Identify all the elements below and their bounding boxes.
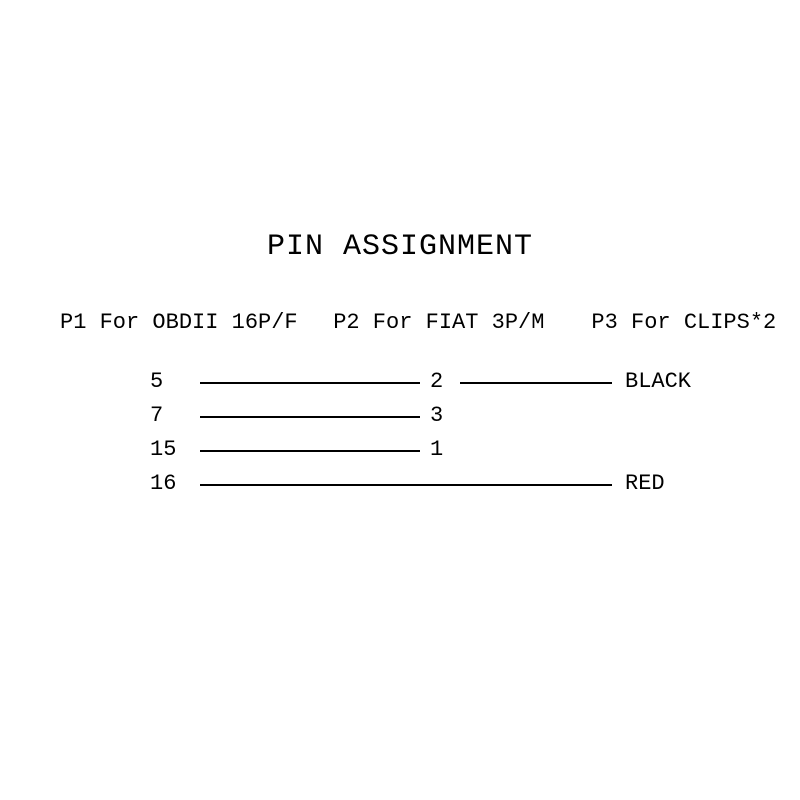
wiring-row: 5 2 BLACK	[0, 365, 800, 399]
wire-line	[200, 484, 612, 486]
diagram-title: PIN ASSIGNMENT	[0, 230, 800, 264]
wiring-rows: 52BLACK7315116RED	[0, 365, 800, 501]
header-p3: P3 For CLIPS*2	[591, 310, 776, 335]
pin-left: 16	[150, 471, 190, 496]
header-p1: P1 For OBDII 16P/F	[60, 310, 320, 335]
wiring-row: 73	[0, 399, 800, 433]
pin-mid: 2	[430, 369, 460, 394]
wiring-row: 15 1	[0, 433, 800, 467]
pin-left: 5	[150, 369, 190, 394]
pin-assignment-diagram: PIN ASSIGNMENT P1 For OBDII 16P/F P2 For…	[0, 0, 800, 800]
column-headers: P1 For OBDII 16P/F P2 For FIAT 3P/M P3 F…	[60, 310, 740, 335]
pin-right-label: BLACK	[625, 369, 745, 394]
pin-mid: 1	[430, 437, 460, 462]
pin-left: 7	[150, 403, 190, 428]
wire-line	[200, 416, 420, 418]
header-p2: P2 For FIAT 3P/M	[333, 310, 578, 335]
wire-line	[460, 382, 612, 384]
wiring-row: 16 RED	[0, 467, 800, 501]
pin-left: 15	[150, 437, 190, 462]
pin-right-label: RED	[625, 471, 745, 496]
wire-line	[200, 450, 420, 452]
pin-mid: 3	[430, 403, 460, 428]
wire-line	[200, 382, 420, 384]
